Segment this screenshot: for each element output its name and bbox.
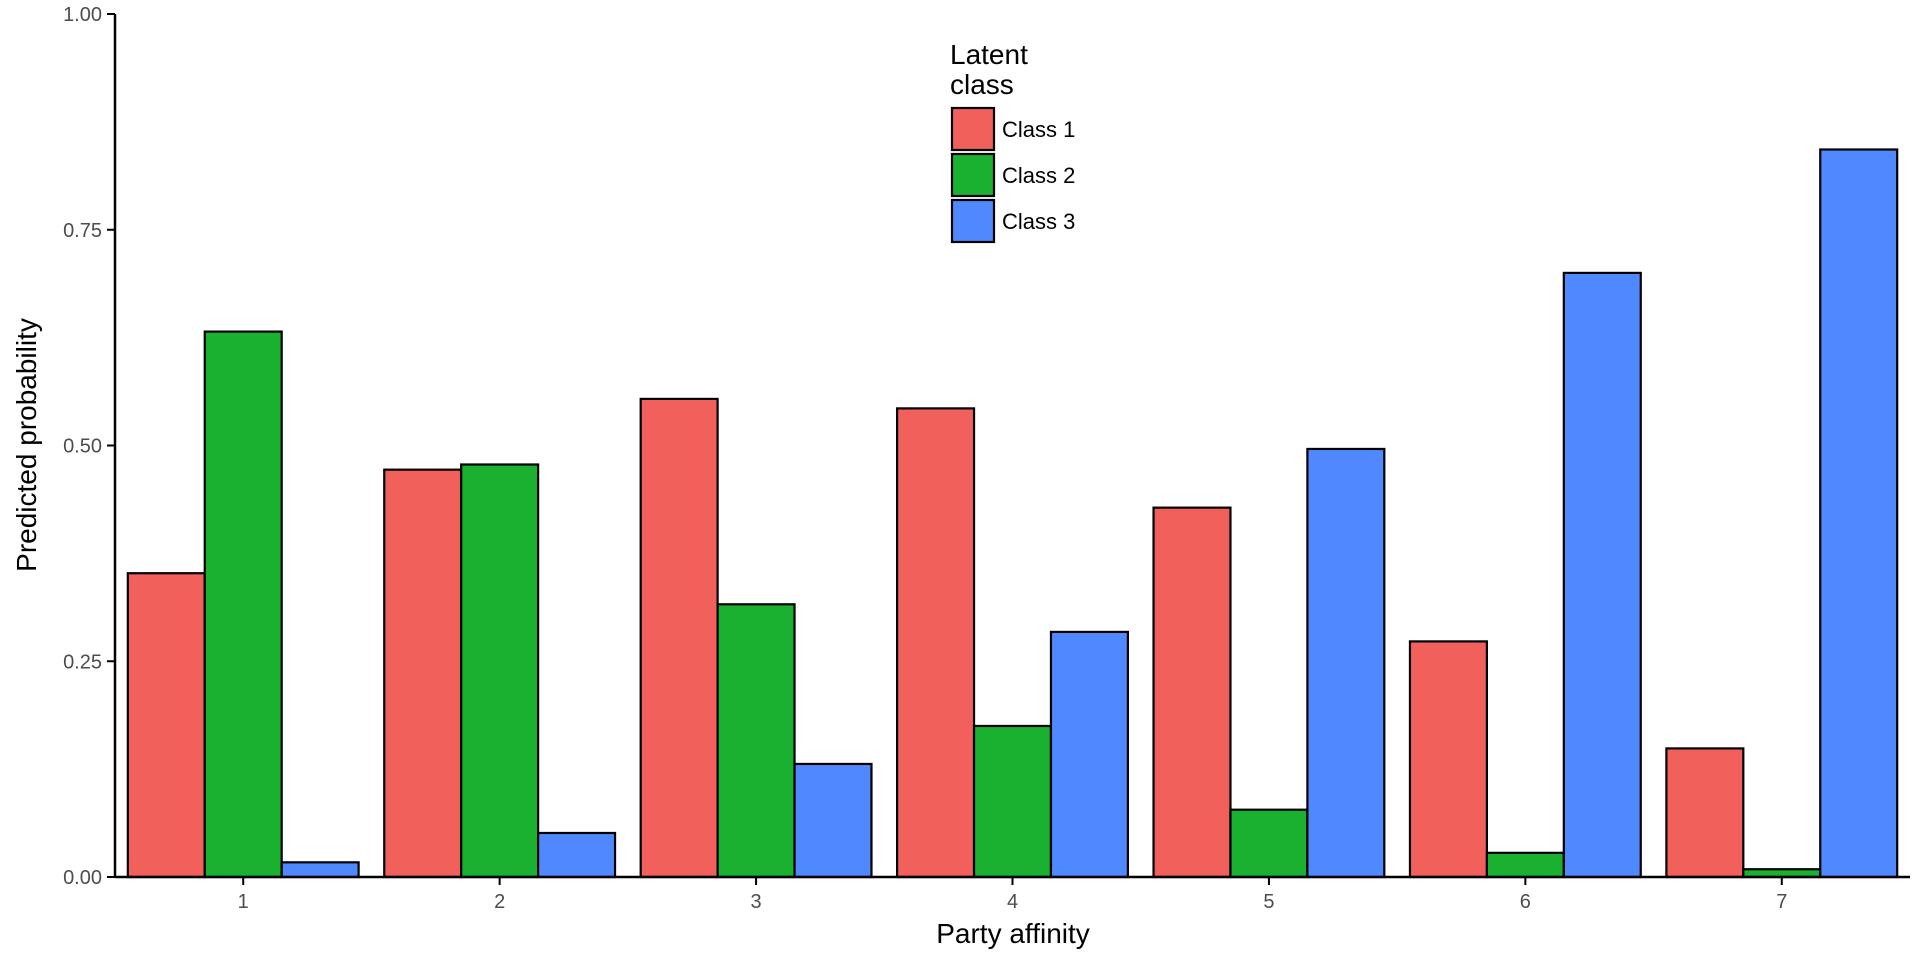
bar-class2-affinity-6 [1485,851,1565,879]
bar-class1-affinity-4 [896,407,976,879]
y-ticks: 0.00 0.25 0.50 0.75 1.00 [63,4,115,889]
bar-class2-affinity-4 [972,724,1053,879]
legend: Latent class Class 1 Class 2 Class 3 [950,39,1075,244]
legend-label-class2: Class 2 [1002,163,1075,188]
bar-class3-affinity-7 [1819,148,1899,879]
bar-class3-affinity-5 [1306,447,1386,879]
legend-title-line-1: Latent [950,39,1028,70]
legend-title-line-2: class [950,69,1014,100]
bar-class1-affinity-2 [383,468,463,879]
x-tick-label: 1 [238,891,249,913]
y-tick-label: 0.50 [63,436,102,458]
bar-class1-affinity-6 [1408,640,1488,879]
bar-class1-affinity-7 [1665,747,1745,879]
legend-items: Class 1 Class 2 Class 3 [950,106,1075,244]
x-tick-label: 5 [1263,891,1274,913]
legend-key-class2 [950,152,996,198]
x-tick-label: 7 [1776,891,1787,913]
bars-layer [126,148,1899,879]
bar-class2-affinity-1 [203,330,283,879]
bar-class1-affinity-5 [1152,506,1232,879]
y-tick-label: 0.25 [63,651,102,673]
y-tick-label: 0.00 [63,867,102,889]
bar-class3-affinity-6 [1562,271,1642,879]
x-tick-label: 4 [1007,891,1018,913]
x-tick-label: 3 [751,891,762,913]
bar-class2-affinity-3 [716,603,796,879]
bar-class3-affinity-1 [280,861,360,879]
legend-label-class3: Class 3 [1002,209,1075,234]
bar-class3-affinity-3 [793,762,873,879]
legend-key-class1 [950,106,996,152]
bar-class2-affinity-2 [460,463,540,879]
legend-key-class3 [950,198,996,244]
x-ticks: 1 2 3 4 5 6 7 [238,877,1787,913]
y-tick-label: 0.75 [63,220,102,242]
x-tick-label: 6 [1520,891,1531,913]
x-axis-title: Party affinity [936,918,1090,949]
y-axis-title: Predicted probability [11,318,42,572]
bar-class2-affinity-5 [1229,808,1309,879]
bar-class3-affinity-4 [1049,630,1129,879]
bar-class1-affinity-1 [126,572,206,879]
legend-label-class1: Class 1 [1002,117,1075,142]
bar-class1-affinity-3 [639,397,719,879]
bar-class3-affinity-2 [537,831,617,879]
y-tick-label: 1.00 [63,4,102,26]
x-tick-label: 2 [494,891,505,913]
